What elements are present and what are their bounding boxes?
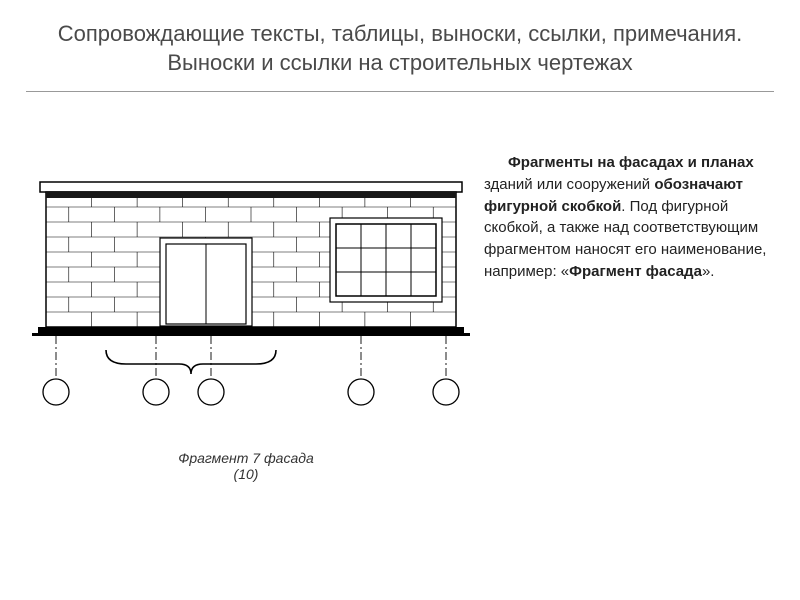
body-t1: зданий или сооружений: [484, 176, 654, 193]
body-bold-1: Фрагменты на фасадах и планах: [508, 154, 754, 171]
figure-column: Фрагмент 7 фасада (10): [16, 152, 476, 482]
figure-caption: Фрагмент 7 фасада (10): [16, 450, 476, 482]
facade-drawing: [16, 152, 476, 442]
text-column: Фрагменты на фасадах и планах зданий или…: [484, 152, 770, 482]
caption-line1: Фрагмент 7 фасада: [178, 450, 314, 466]
body-t3: ».: [702, 263, 715, 280]
content-row: Фрагмент 7 фасада (10) Фрагменты на фаса…: [0, 92, 800, 482]
page-title: Сопровождающие тексты, таблицы, выноски,…: [0, 0, 800, 91]
body-bold-3: Фрагмент фасада: [569, 263, 702, 280]
body-paragraph: Фрагменты на фасадах и планах зданий или…: [484, 152, 770, 283]
caption-line2: (10): [234, 466, 259, 482]
